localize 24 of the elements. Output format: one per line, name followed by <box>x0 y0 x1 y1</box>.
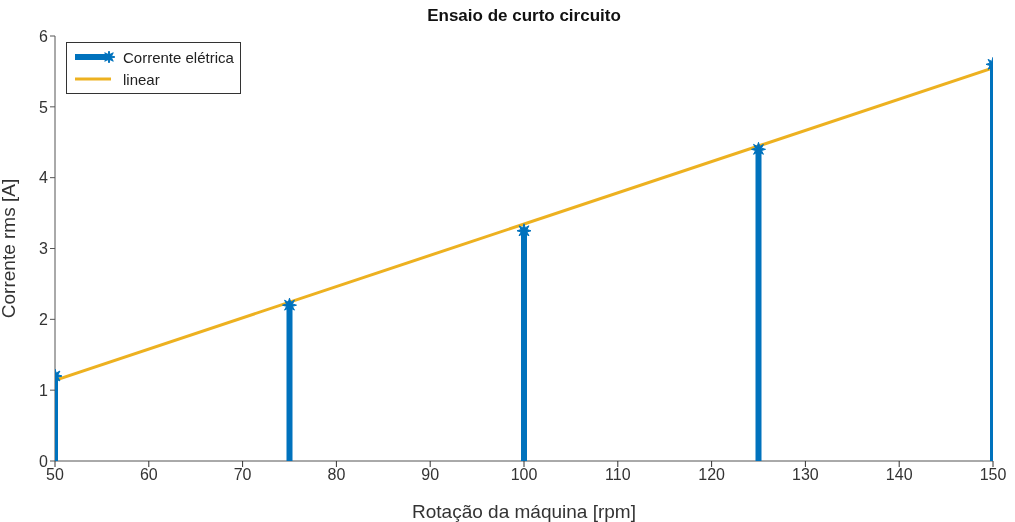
point <box>751 141 766 157</box>
y-tick-label: 4 <box>39 169 49 187</box>
y-axis-title: Corrente rms [A] <box>0 178 19 319</box>
x-tick-label: 70 <box>233 466 252 484</box>
y-tick-label: 5 <box>39 98 49 116</box>
y-tick-label: 3 <box>39 240 49 258</box>
x-tick-label: 100 <box>510 466 538 484</box>
y-tick-label: 2 <box>39 311 49 329</box>
y-tick-label: 6 <box>39 27 49 45</box>
chart-title: Ensaio de curto circuito <box>426 6 622 26</box>
y-tick-label: 1 <box>39 381 49 399</box>
x-tick-label: 150 <box>979 466 1007 484</box>
point <box>282 297 297 313</box>
x-tick-label: 60 <box>139 466 158 484</box>
x-tick-label: 120 <box>698 466 726 484</box>
x-tick-label: 130 <box>792 466 819 484</box>
x-axis-title: Rotação da máquina [rpm] <box>412 501 636 522</box>
x-tick-label: 50 <box>46 466 64 484</box>
x-tick-label: 140 <box>885 466 913 484</box>
x-tick-label: 110 <box>605 466 631 484</box>
x-tick-label: 90 <box>421 466 440 484</box>
legend-label: linear <box>123 70 160 88</box>
x-tick-label: 80 <box>327 466 346 484</box>
legend-label: Corrente elétrica <box>123 48 234 66</box>
